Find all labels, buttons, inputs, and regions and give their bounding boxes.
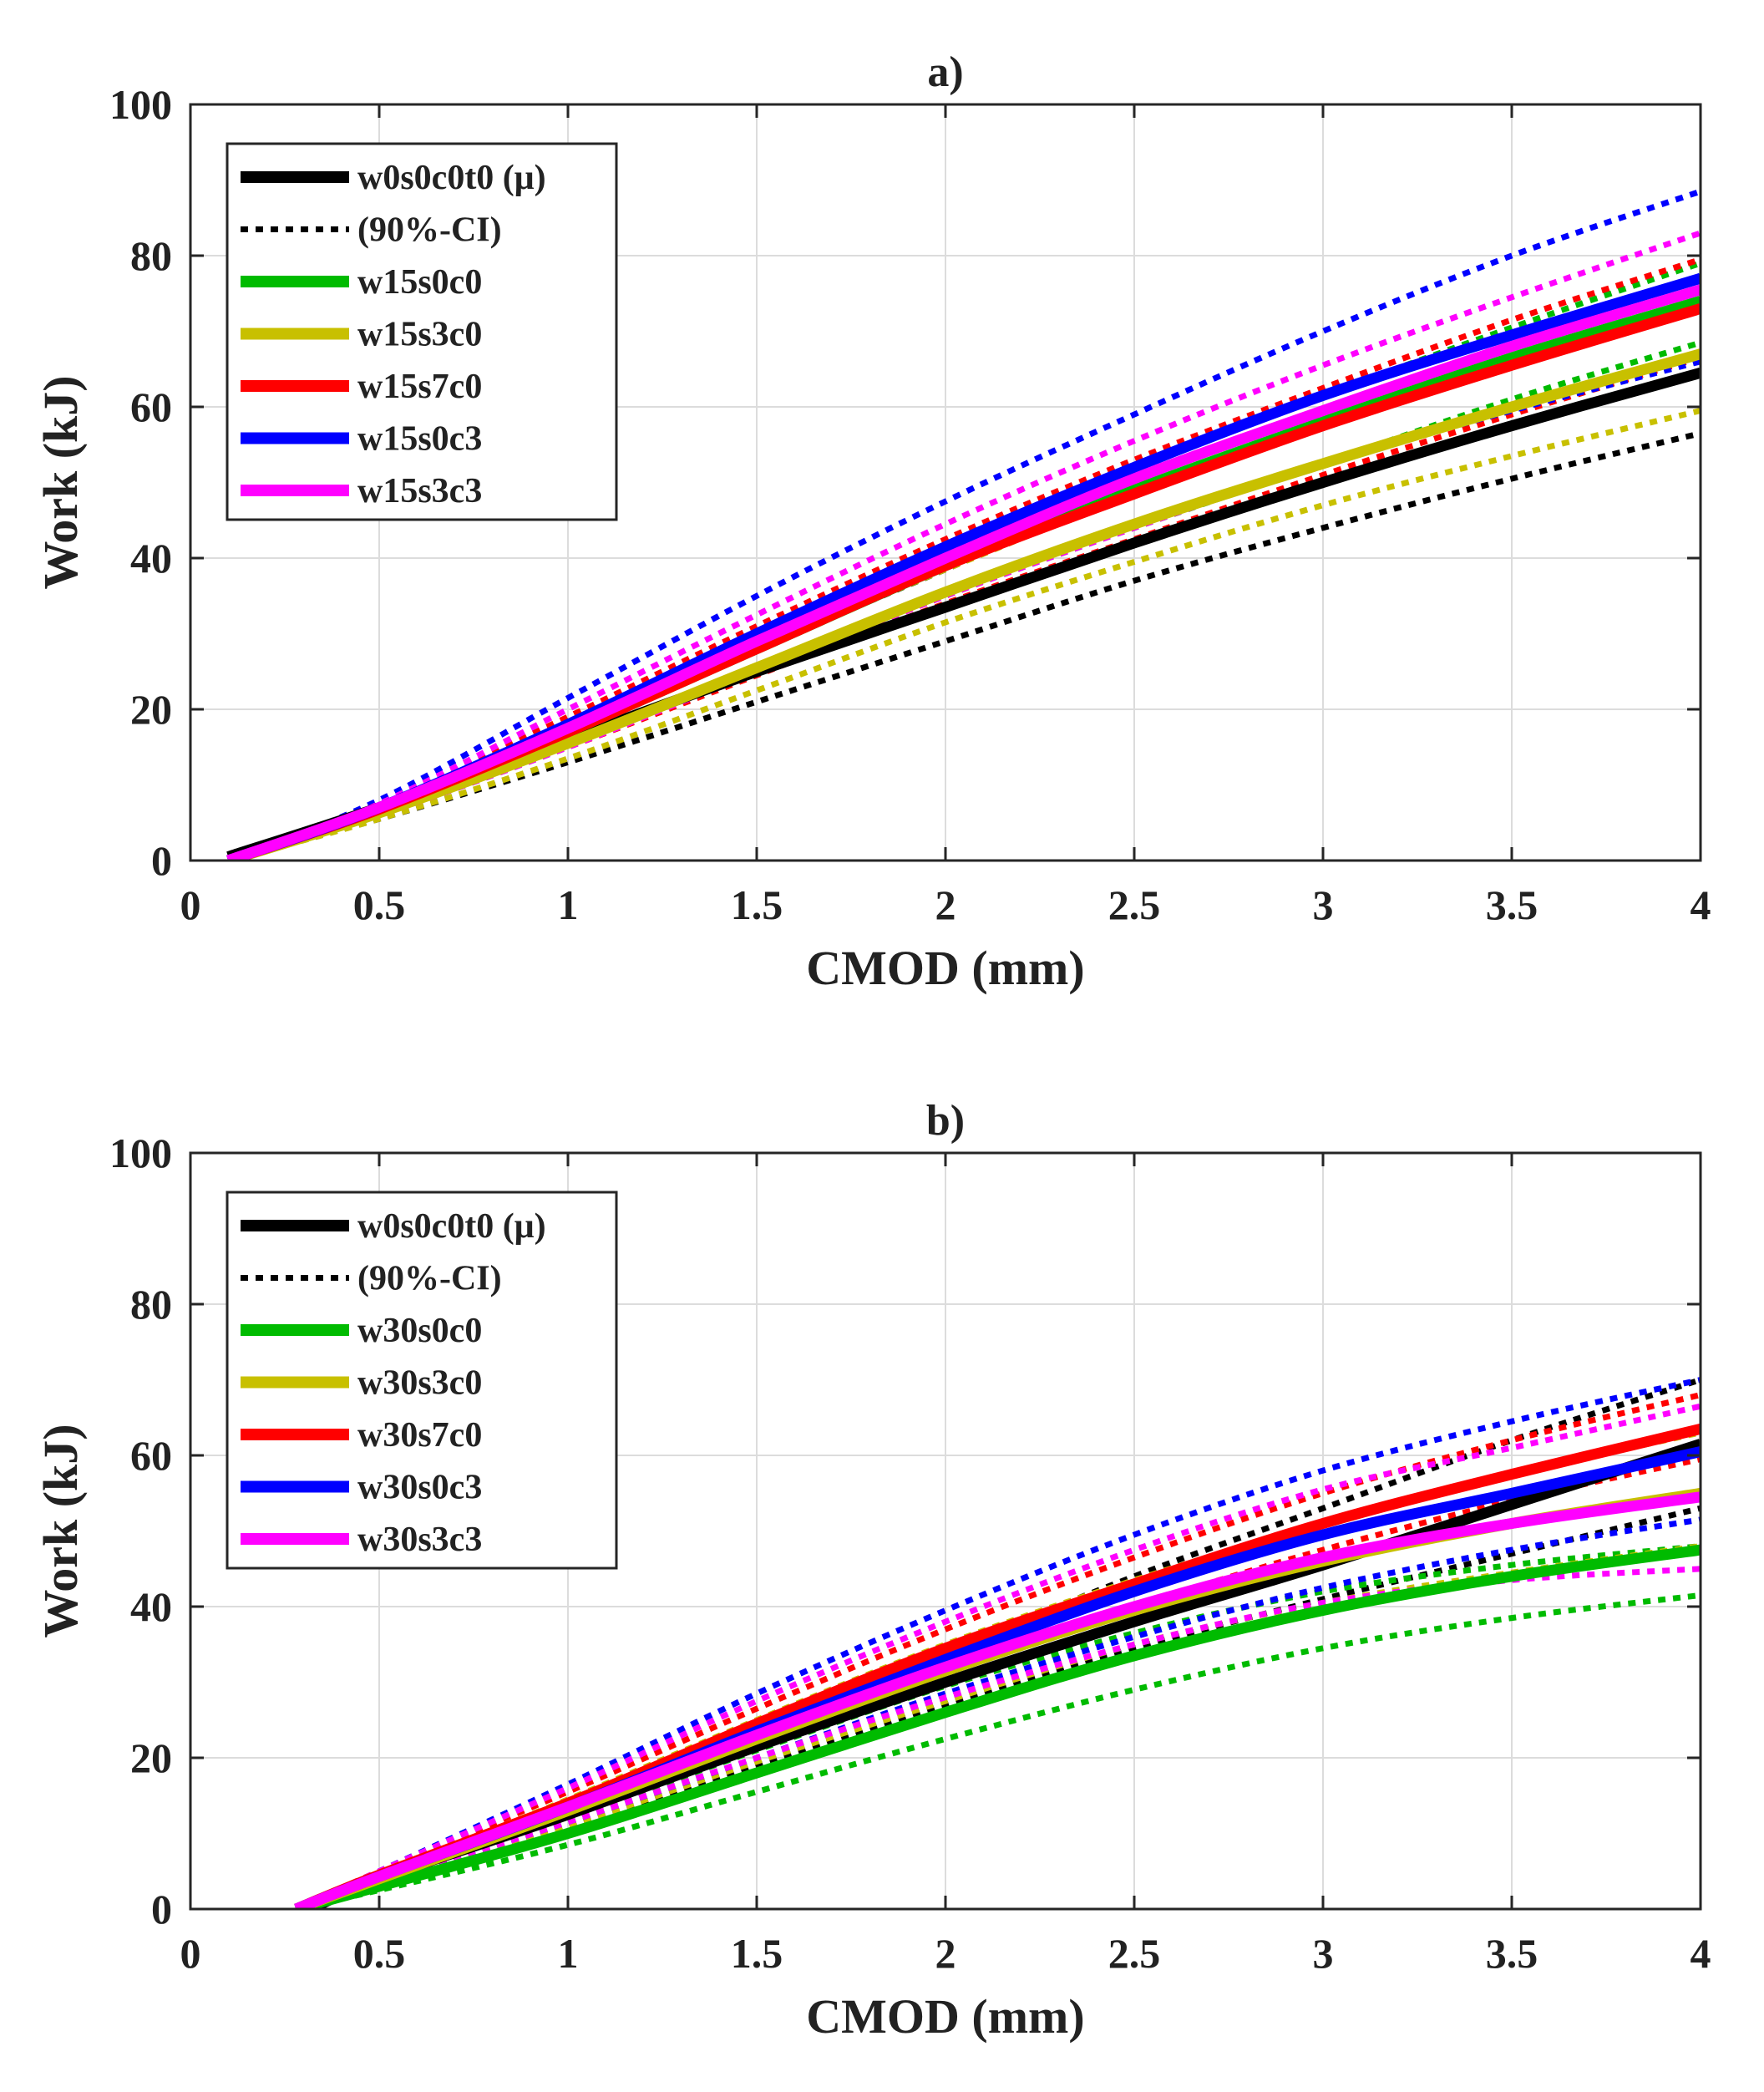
legend-label: w30s3c0 — [357, 1364, 482, 1403]
x-tick-label: 3 — [1313, 1930, 1334, 1977]
x-tick-label: 1.5 — [731, 881, 783, 928]
legend: w0s0c0t0 (μ) (90%-CI) w15s0c0 w15s3c0 w15s7c… — [226, 142, 618, 521]
x-tick-label: 1 — [558, 1930, 579, 1977]
x-tick-label: 4 — [1690, 881, 1711, 928]
series-line-w15s0c3-upper-ci — [226, 188, 1701, 861]
y-tick-label: 80 — [130, 1281, 172, 1328]
y-axis-label: Work (kJ) — [33, 375, 88, 589]
x-tick-label: 0.5 — [353, 881, 406, 928]
x-tick-label: 3.5 — [1486, 881, 1538, 928]
series-line-w15s3c3 — [226, 284, 1701, 861]
legend-label: w30s3c3 — [357, 1521, 482, 1559]
y-tick-label: 40 — [130, 535, 172, 581]
y-tick-label: 60 — [130, 1432, 172, 1479]
series-line-w15s3c0-lower-ci — [227, 408, 1701, 861]
series-line-w15s3c3-upper-ci — [226, 230, 1701, 861]
series-group — [226, 188, 1701, 861]
legend-label: (90%-CI) — [357, 211, 502, 250]
series-line-w30s0c3-lower-ci — [295, 1516, 1701, 1909]
x-tick-label: 1 — [558, 881, 579, 928]
legend-label: w30s7c0 — [357, 1416, 482, 1455]
legend-label: w30s0c3 — [357, 1469, 482, 1507]
series-line-w0s0c0t0-lower-ci — [227, 430, 1701, 861]
legend-label: w15s0c3 — [357, 420, 482, 459]
series-group — [294, 1377, 1701, 1909]
y-tick-label: 100 — [109, 81, 172, 128]
y-tick-label: 40 — [130, 1583, 172, 1630]
legend-label: w0s0c0t0 (μ) — [357, 159, 546, 197]
x-tick-label: 4 — [1690, 1930, 1711, 1977]
y-tick-label: 80 — [130, 232, 172, 279]
y-tick-label: 20 — [130, 686, 172, 733]
y-tick-label: 0 — [151, 1886, 172, 1932]
panel-title: b) — [926, 1097, 965, 1145]
series-line-w15s3c0 — [226, 348, 1701, 861]
panel-title: a) — [927, 48, 963, 96]
x-tick-label: 2.5 — [1108, 1930, 1161, 1977]
x-tick-label: 2 — [935, 881, 956, 928]
legend: w0s0c0t0 (μ) (90%-CI) w30s0c0 w30s3c0 w30s7c… — [226, 1191, 618, 1570]
x-tick-label: 0 — [180, 881, 201, 928]
series-line-w30s3c3-upper-ci — [295, 1403, 1701, 1909]
y-tick-label: 0 — [151, 837, 172, 884]
x-tick-label: 2 — [935, 1930, 956, 1977]
x-tick-label: 0 — [180, 1930, 201, 1977]
series-line-w30s3c3 — [294, 1491, 1701, 1909]
legend-label: w15s7c0 — [357, 368, 482, 406]
x-tick-label: 1.5 — [731, 1930, 783, 1977]
legend-label: (90%-CI) — [357, 1260, 502, 1298]
x-tick-label: 3.5 — [1486, 1930, 1538, 1977]
x-tick-label: 2.5 — [1108, 881, 1161, 928]
series-line-w30s0c0 — [294, 1544, 1701, 1909]
y-tick-label: 60 — [130, 383, 172, 430]
x-axis-label: CMOD (mm) — [806, 941, 1084, 995]
y-axis-label: Work (kJ) — [33, 1424, 88, 1638]
legend-label: w30s0c0 — [357, 1312, 482, 1350]
y-tick-label: 100 — [109, 1130, 172, 1176]
x-tick-label: 3 — [1313, 881, 1334, 928]
x-axis-label: CMOD (mm) — [806, 1989, 1084, 2044]
legend-label: w15s3c0 — [357, 316, 482, 354]
legend-label: w15s0c0 — [357, 263, 482, 302]
legend-label: w0s0c0t0 (μ) — [357, 1207, 546, 1246]
legend-label: w15s3c3 — [357, 472, 482, 510]
x-tick-label: 0.5 — [353, 1930, 406, 1977]
y-tick-label: 20 — [130, 1734, 172, 1781]
